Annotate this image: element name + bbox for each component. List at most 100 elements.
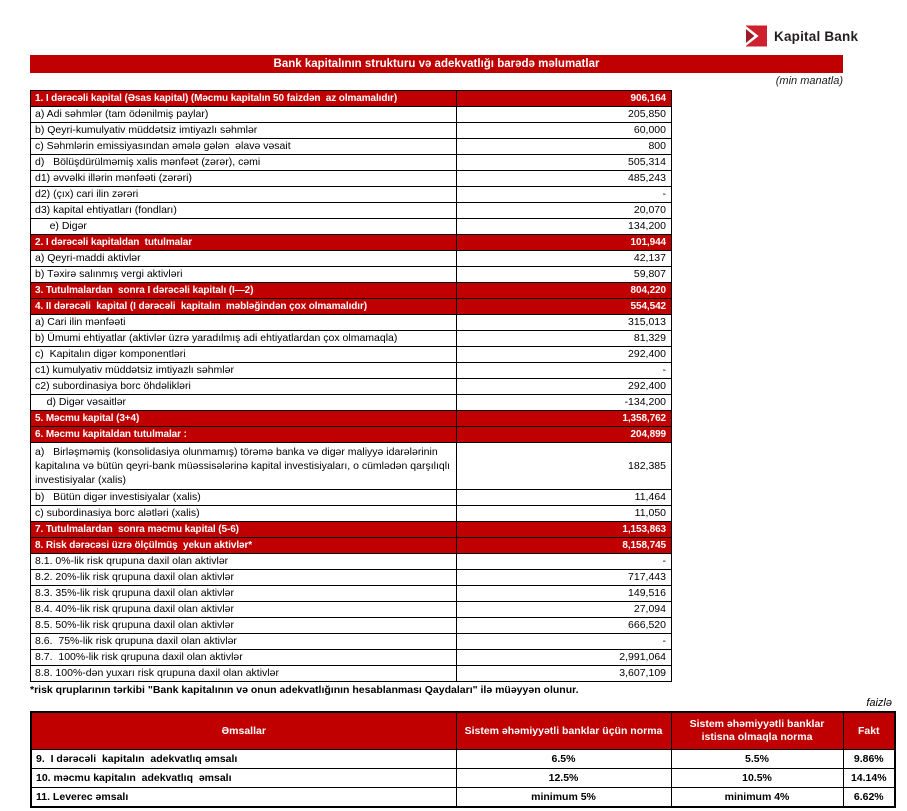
report-title-banner: Bank kapitalının strukturu və adekvatlığ… (30, 55, 843, 73)
ratio-label: 11. Leverec əmsalı (30, 787, 457, 808)
row-label: 8.2. 20%-lik risk qrupuna daxil olan akt… (30, 569, 457, 586)
row-label: d) Bölüşdürülməmiş xalis mənfəət (zərər)… (30, 154, 457, 171)
table-row: b) Ümumi ehtiyatlar (aktivlər üzrə yarad… (30, 330, 672, 347)
row-value: 11,464 (456, 489, 672, 506)
row-value: 505,314 (456, 154, 672, 171)
row-value: 1,358,762 (456, 410, 672, 427)
table-row: b) Qeyri-kumulyativ müddətsiz imtiyazlı … (30, 122, 672, 139)
table-row: e) Digər 134,200 (30, 218, 672, 235)
table-row: c) subordinasiya borc alətləri (xalis) 11… (30, 505, 672, 522)
row-label: 8.5. 50%-lik risk qrupuna daxil olan akt… (30, 617, 457, 634)
ratio-value-2: 6.62% (842, 787, 896, 808)
row-label: b) Bütün digər investisiyalar (xalis) (30, 489, 457, 506)
table-row: 8.8. 100%-dən yuxarı risk qrupuna daxil … (30, 665, 672, 682)
units-note: (min manatla) (775, 75, 843, 87)
row-label: 8.4. 40%-lik risk qrupuna daxil olan akt… (30, 601, 457, 618)
row-value: 8,158,745 (456, 537, 672, 554)
row-value: 60,000 (456, 122, 672, 139)
row-value: 906,164 (456, 90, 672, 107)
row-label: b) Ümumi ehtiyatlar (aktivlər üzrə yarad… (30, 330, 457, 347)
section-row: 3. Tutulmalardan sonra I dərəcəli kapita… (30, 282, 672, 299)
table-row: d1) əvvəlki illərin mənfəəti (zərəri) 485… (30, 170, 672, 187)
ratio-value-1: 5.5% (670, 749, 844, 769)
section-row: 2. I dərəcəli kapitaldan tutulmalar 101,9… (30, 234, 672, 251)
row-label: b) Qeyri-kumulyativ müddətsiz imtiyazlı … (30, 122, 457, 139)
ratio-label: 10. məcmu kapitalın adekvatlıq əmsalı (30, 768, 457, 788)
ratio-value-0: minimum 5% (455, 787, 672, 808)
row-label: c1) kumulyativ müddətsiz imtiyazlı səhml… (30, 362, 457, 379)
row-label: a) Birləşməmiş (konsolidasiya olunmamış)… (30, 442, 457, 490)
ratio-value-2: 14.14% (842, 768, 896, 788)
row-value: - (456, 553, 672, 570)
row-value: 292,400 (456, 346, 672, 363)
row-value: 292,400 (456, 378, 672, 395)
ratios-table: Əmsallar Sistem əhəmiyyətli banklar üçün … (30, 711, 896, 808)
row-label: 2. I dərəcəli kapitaldan tutulmalar (30, 234, 457, 251)
row-label: c2) subordinasiya borc öhdəlikləri (30, 378, 457, 395)
table-row: 8.3. 35%-lik risk qrupuna daxil olan akt… (30, 585, 672, 602)
row-value: 554,542 (456, 298, 672, 315)
table-row: 8.7. 100%-lik risk qrupuna daxil olan ak… (30, 649, 672, 666)
table-row: b) Təxirə salınmış vergi aktivləri 59,807 (30, 266, 672, 283)
row-value: 204,899 (456, 426, 672, 443)
ratio-label: 9. I dərəcəli kapitalın adekvatlıq əmsal… (30, 749, 457, 769)
row-label: 1. I dərəcəli kapital (Əsas kapital) (Mə… (30, 90, 457, 107)
row-label: e) Digər (30, 218, 457, 235)
row-value: 666,520 (456, 617, 672, 634)
row-label: 3. Tutulmalardan sonra I dərəcəli kapita… (30, 282, 457, 299)
table-row: 8.2. 20%-lik risk qrupuna daxil olan akt… (30, 569, 672, 586)
risk-groups-footnote: *risk qruplarının tərkibi "Bank kapitalı… (30, 684, 579, 696)
ratios-column-header-3: Fakt (842, 711, 896, 750)
table-row: c) Kapitalın digər komponentləri 292,400 (30, 346, 672, 363)
row-value: 101,944 (456, 234, 672, 251)
row-value: 2,991,064 (456, 649, 672, 666)
ratio-value-1: minimum 4% (670, 787, 844, 808)
capital-structure-table: 1. I dərəcəli kapital (Əsas kapital) (Mə… (30, 90, 672, 682)
row-value: 11,050 (456, 505, 672, 522)
row-value: 717,443 (456, 569, 672, 586)
section-row: 1. I dərəcəli kapital (Əsas kapital) (Mə… (30, 90, 672, 107)
row-value: - (456, 633, 672, 650)
table-row: d) Bölüşdürülməmiş xalis mənfəət (zərər)… (30, 154, 672, 171)
row-value: 42,137 (456, 250, 672, 267)
row-value: 485,243 (456, 170, 672, 187)
table-row: c2) subordinasiya borc öhdəlikləri 292,40… (30, 378, 672, 395)
ratio-value-2: 9.86% (842, 749, 896, 769)
row-value: - (456, 362, 672, 379)
row-value: 1,153,863 (456, 521, 672, 538)
ratios-table-body: 9. I dərəcəli kapitalın adekvatlıq əmsal… (30, 749, 896, 808)
row-label: d3) kapital ehtiyatları (fondları) (30, 202, 457, 219)
ratios-column-header-1: Sistem əhəmiyyətli banklar üçün norma (455, 711, 672, 750)
row-value: -134,200 (456, 394, 672, 411)
row-label: 7. Tutulmalardan sonra məcmu kapital (5-… (30, 521, 457, 538)
ratio-row: 10. məcmu kapitalın adekvatlıq əmsalı 12.… (30, 768, 896, 788)
section-row: 7. Tutulmalardan sonra məcmu kapital (5-… (30, 521, 672, 538)
table-row: 8.5. 50%-lik risk qrupuna daxil olan akt… (30, 617, 672, 634)
section-row: 4. II dərəcəli kapital (I dərəcəli kapit… (30, 298, 672, 315)
row-label: 8.1. 0%-lik risk qrupuna daxil olan akti… (30, 553, 457, 570)
ratios-column-header-0: Əmsallar (30, 711, 457, 750)
table-row: 8.1. 0%-lik risk qrupuna daxil olan akti… (30, 553, 672, 570)
row-value: 20,070 (456, 202, 672, 219)
table-row: 8.6. 75%-lik risk qrupuna daxil olan akt… (30, 633, 672, 650)
ratios-column-header-2: Sistem əhəmiyyətli banklar istisna olmaq… (670, 711, 844, 750)
table-row: a) Qeyri-maddi aktivlər 42,137 (30, 250, 672, 267)
row-label: 4. II dərəcəli kapital (I dərəcəli kapit… (30, 298, 457, 315)
table-row: d2) (çıx) cari ilin zərəri - (30, 186, 672, 203)
row-label: c) Kapitalın digər komponentləri (30, 346, 457, 363)
row-value: 81,329 (456, 330, 672, 347)
row-label: d2) (çıx) cari ilin zərəri (30, 186, 457, 203)
row-label: c) Səhmlərin emissiyasından əmələ gələn … (30, 138, 457, 155)
row-label: d1) əvvəlki illərin mənfəəti (zərəri) (30, 170, 457, 187)
section-row: 6. Məcmu kapitaldan tutulmalar :204,899 (30, 426, 672, 443)
row-value: 59,807 (456, 266, 672, 283)
kapital-bank-logo: Kapital Bank (746, 25, 858, 47)
capital-table-body: 1. I dərəcəli kapital (Əsas kapital) (Mə… (30, 90, 672, 682)
kapital-bank-logo-icon (746, 25, 767, 47)
section-row: 5. Məcmu kapital (3+4) 1,358,762 (30, 410, 672, 427)
row-label: 5. Məcmu kapital (3+4) (30, 410, 457, 427)
table-row: a) Adi səhmlər (tam ödənilmiş paylar) 205… (30, 106, 672, 123)
table-row: c) Səhmlərin emissiyasından əmələ gələn … (30, 138, 672, 155)
table-row: b) Bütün digər investisiyalar (xalis) 11,… (30, 489, 672, 506)
row-label: 6. Məcmu kapitaldan tutulmalar : (30, 426, 457, 443)
